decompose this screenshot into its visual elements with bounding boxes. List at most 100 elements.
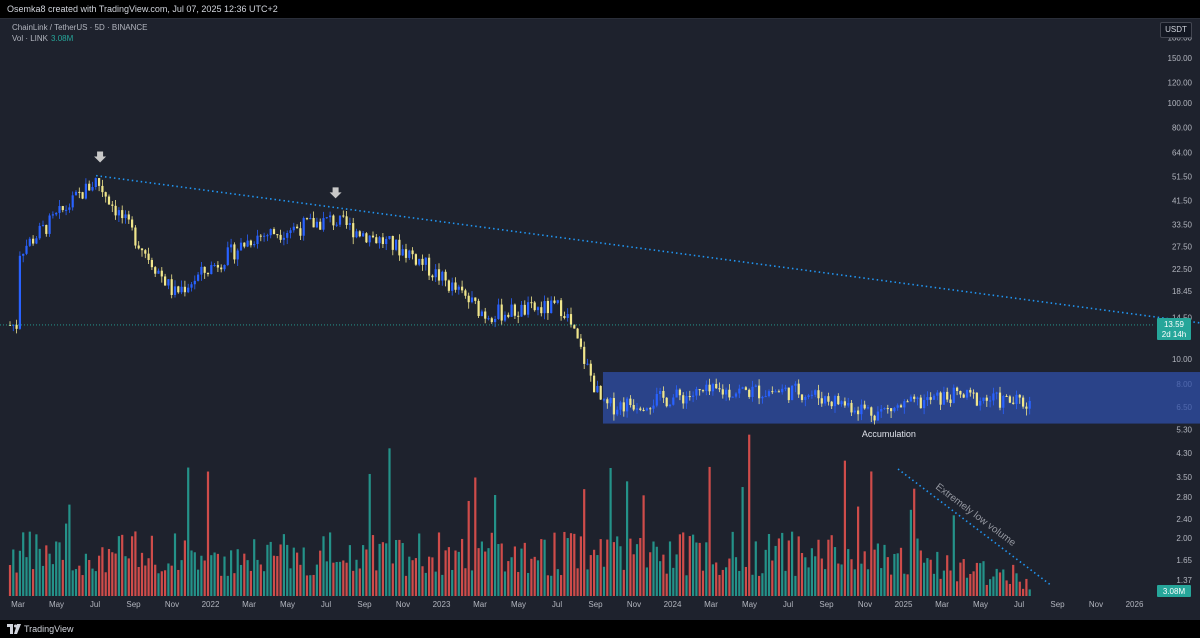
volume-bar xyxy=(534,557,536,596)
volume-bar xyxy=(329,532,331,596)
candle-body xyxy=(481,312,483,317)
volume-bar xyxy=(689,536,691,596)
volume-bar xyxy=(600,539,602,596)
price-chart[interactable]: 180.00150.00120.00100.0080.0064.0051.504… xyxy=(0,18,1200,620)
candle-body xyxy=(461,287,463,291)
volume-bar xyxy=(619,546,621,596)
volume-bar xyxy=(501,543,503,596)
volume-bar xyxy=(82,575,84,596)
candle-body xyxy=(676,390,678,398)
time-tick-label: Nov xyxy=(858,600,872,609)
volume-bar xyxy=(613,542,615,596)
volume-bar xyxy=(679,534,681,596)
volume-bar xyxy=(765,550,767,596)
candle-body xyxy=(834,396,836,406)
volume-bar xyxy=(586,569,588,596)
candle-body xyxy=(398,240,400,256)
candle-body xyxy=(817,390,819,398)
volume-bar xyxy=(887,557,889,596)
time-tick-label: May xyxy=(742,600,757,609)
candle-body xyxy=(794,384,796,386)
candle-body xyxy=(755,386,757,387)
volume-bar xyxy=(880,568,882,596)
candle-body xyxy=(804,397,806,400)
volume-bar xyxy=(666,574,668,596)
candle-body xyxy=(405,249,407,258)
volume-bar xyxy=(184,540,186,596)
candle-body xyxy=(666,398,668,406)
volume-bar xyxy=(355,560,357,596)
candle-body xyxy=(577,329,579,339)
volume-bar xyxy=(95,571,97,596)
candle-body xyxy=(388,236,390,239)
volume-bar xyxy=(484,552,486,596)
chart-legend: ChainLink / TetherUS · 5D · BINANCE Vol … xyxy=(12,22,147,44)
candle-body xyxy=(771,391,773,392)
volume-bar xyxy=(626,481,628,596)
volume-bar xyxy=(923,563,925,596)
candle-body xyxy=(788,388,790,400)
volume-bar xyxy=(280,544,282,596)
volume-bar xyxy=(19,551,21,596)
volume-bar xyxy=(656,547,658,596)
candle-body xyxy=(913,397,915,399)
volume-bar xyxy=(699,543,701,596)
candle-body xyxy=(204,267,206,273)
candle-body xyxy=(336,225,338,226)
time-tick-label: Mar xyxy=(935,600,949,609)
countdown-text: 2d 14h xyxy=(1162,330,1186,339)
candle-body xyxy=(1015,395,1017,404)
candle-body xyxy=(415,254,417,265)
candle-body xyxy=(563,316,565,318)
volume-bar xyxy=(468,501,470,596)
time-tick-label: Nov xyxy=(165,600,179,609)
volume-bar xyxy=(237,549,239,596)
volume-bar xyxy=(342,560,344,596)
candle-body xyxy=(19,256,21,329)
candle-body xyxy=(385,239,387,244)
volume-bar xyxy=(982,561,984,596)
volume-bar xyxy=(903,574,905,596)
candle-body xyxy=(949,400,951,403)
candle-body xyxy=(346,216,348,225)
time-tick-label: Nov xyxy=(396,600,410,609)
candle-body xyxy=(72,195,74,207)
volume-bar xyxy=(121,535,123,596)
volume-bar xyxy=(395,540,397,596)
time-tick-label: Sep xyxy=(588,600,603,609)
volume-bar xyxy=(959,563,961,596)
volume-bar xyxy=(986,585,988,596)
volume-bar xyxy=(874,550,876,596)
volume-bar xyxy=(35,534,37,596)
candle-body xyxy=(999,393,1001,408)
candle-body xyxy=(784,388,786,389)
candle-body xyxy=(742,387,744,388)
candle-body xyxy=(303,218,305,236)
volume-bar xyxy=(448,547,450,596)
candle-body xyxy=(596,386,598,392)
time-tick-label: 2023 xyxy=(433,600,451,609)
volume-bar xyxy=(557,569,559,596)
volume-bar xyxy=(101,547,103,596)
candle-body xyxy=(441,272,443,281)
candle-body xyxy=(956,388,958,391)
candle-body xyxy=(1022,398,1024,407)
volume-bar xyxy=(181,560,183,596)
volume-bar xyxy=(487,548,489,596)
time-tick-label: May xyxy=(49,600,64,609)
volume-bar xyxy=(722,570,724,596)
accumulation-label: Accumulation xyxy=(862,429,916,439)
volume-bar xyxy=(560,575,562,596)
candle-body xyxy=(49,215,51,233)
candle-body xyxy=(58,206,60,213)
volume-bar xyxy=(336,562,338,596)
tradingview-logo-icon xyxy=(7,624,21,634)
candle-body xyxy=(824,396,826,403)
candle-body xyxy=(326,217,328,218)
currency-button[interactable]: USDT xyxy=(1160,22,1192,38)
candle-body xyxy=(25,246,27,254)
volume-bar xyxy=(464,568,466,596)
candle-body xyxy=(421,259,423,265)
volume-bar xyxy=(821,559,823,596)
volume-bar xyxy=(540,539,542,596)
